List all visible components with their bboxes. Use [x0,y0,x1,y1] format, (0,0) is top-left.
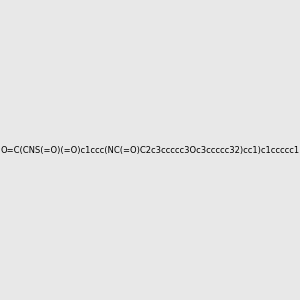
Text: O=C(CNS(=O)(=O)c1ccc(NC(=O)C2c3ccccc3Oc3ccccc32)cc1)c1ccccc1: O=C(CNS(=O)(=O)c1ccc(NC(=O)C2c3ccccc3Oc3… [0,146,300,154]
